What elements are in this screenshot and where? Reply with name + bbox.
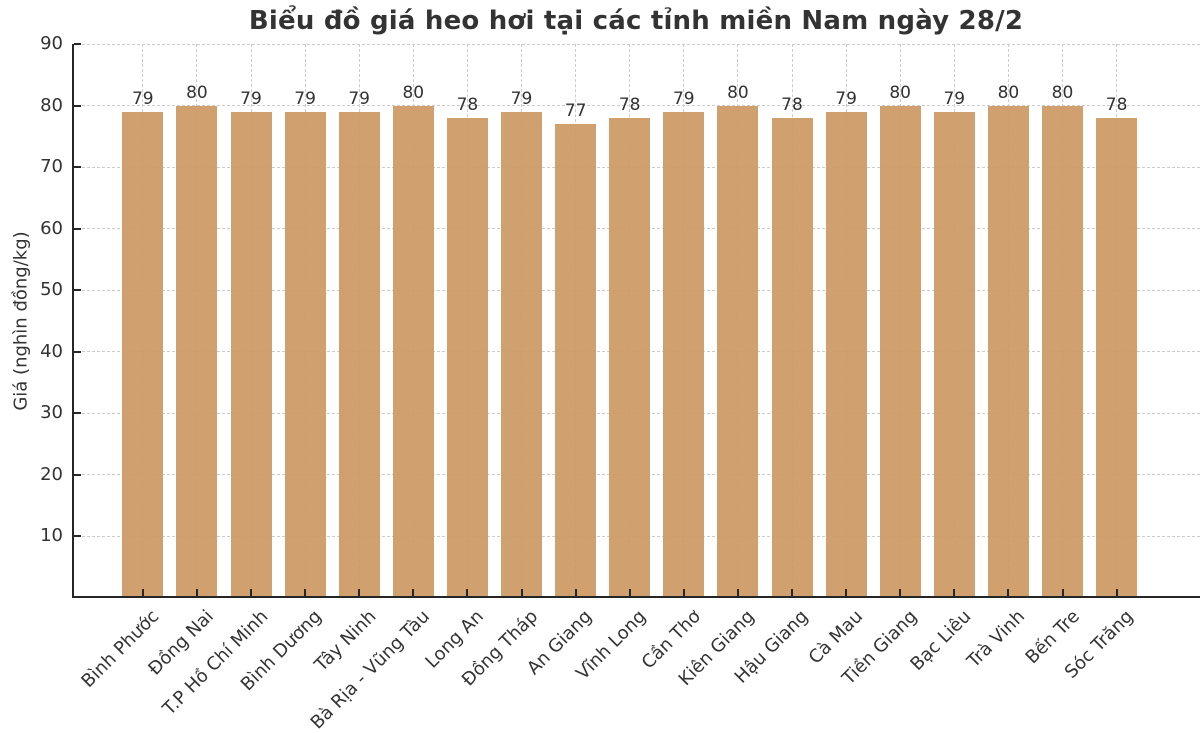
x-tick-label-text: Trà Vinh: [963, 606, 1030, 672]
bar: [609, 117, 651, 598]
y-tick-label: 40: [40, 340, 63, 362]
x-tick-mark: [195, 589, 198, 596]
bar-value-label: 78: [618, 94, 641, 115]
y-tick-mark: [74, 227, 81, 230]
bar: [1096, 117, 1138, 598]
bar: [555, 124, 597, 598]
bar: [501, 111, 542, 598]
bar-value-label: 79: [835, 88, 857, 109]
bar: [717, 105, 759, 598]
y-tick-mark: [74, 412, 81, 415]
bar-value-label: 78: [456, 94, 479, 115]
x-tick-mark: [1061, 589, 1064, 596]
bar: [825, 111, 867, 598]
bar-value-label: 79: [672, 88, 695, 109]
bar-value-label: 80: [727, 82, 749, 103]
y-tick-label: 90: [40, 33, 63, 54]
x-tick-mark: [791, 589, 793, 596]
y-tick-label: 80: [40, 94, 63, 116]
y-axis-spine: [72, 44, 74, 598]
y-axis-title: Giá (nghìn đồng/kg): [10, 231, 32, 411]
bar-value-label: 78: [781, 94, 803, 115]
plot-area: 79 80 79 79 79 80 78 79 77 78 79 80 78 79 80 79 80 80 78: [72, 43, 1200, 598]
bar-value-label: 79: [943, 88, 966, 109]
bar-value-label: 78: [1105, 94, 1128, 115]
x-tick-mark: [899, 589, 902, 596]
y-tick-label: 30: [40, 402, 63, 424]
y-tick-label: 60: [40, 217, 63, 239]
y-tick-mark: [74, 535, 81, 538]
x-tick-mark: [1007, 589, 1010, 596]
x-tick-mark: [845, 589, 848, 596]
h-gridline: [72, 105, 1200, 107]
x-tick-mark: [466, 589, 469, 596]
bar: [771, 117, 813, 598]
x-tick-mark: [141, 589, 144, 596]
x-tick-mark: [682, 589, 685, 596]
bar-value-label: 80: [402, 82, 425, 103]
bar: [1042, 105, 1083, 598]
bar: [987, 105, 1029, 598]
bar-value-label: 80: [889, 82, 911, 103]
y-tick-label: 70: [40, 156, 63, 178]
bar-value-label: 79: [240, 88, 262, 109]
bar: [392, 105, 434, 598]
bar-value-label: 80: [1051, 82, 1074, 103]
bar: [122, 111, 164, 598]
bar-value-label: 79: [510, 88, 533, 109]
x-tick-mark: [628, 589, 631, 596]
y-tick-mark: [74, 104, 81, 107]
x-tick-mark: [736, 589, 739, 596]
bar-value-label: 77: [564, 101, 587, 122]
x-tick-mark: [1115, 589, 1118, 596]
y-tick-mark: [74, 350, 81, 353]
bar: [284, 111, 326, 598]
x-axis-spine: [72, 596, 1200, 598]
x-tick-mark: [520, 589, 523, 596]
bar: [933, 111, 975, 598]
y-tick-mark: [74, 166, 81, 169]
y-tick-mark: [74, 289, 81, 292]
x-tick-mark: [358, 589, 361, 596]
y-tick-label: 20: [40, 463, 63, 485]
bar: [338, 111, 380, 598]
y-tick-label: 50: [40, 279, 63, 301]
bar: [230, 111, 272, 598]
bar: [176, 105, 218, 598]
x-tick-mark: [250, 589, 252, 596]
chart-title: Biểu đồ giá heo hơi tại các tỉnh miền Na…: [248, 6, 1024, 36]
bar-value-label: 79: [348, 88, 370, 109]
x-tick-mark: [574, 589, 577, 596]
bar-value-label: 79: [294, 88, 316, 109]
x-tick-mark: [412, 589, 415, 596]
y-tick-mark: [74, 43, 81, 45]
bar-value-label: 80: [186, 82, 208, 103]
bar: [879, 105, 921, 598]
x-tick-mark: [304, 589, 307, 596]
y-tick-label: 10: [40, 525, 63, 547]
x-tick-mark: [953, 589, 956, 596]
bar: [446, 117, 488, 598]
y-tick-mark: [74, 473, 81, 476]
x-tick-label-text: Bình Phước: [77, 606, 164, 692]
bar-value-label: 80: [997, 82, 1020, 103]
bar-value-label: 79: [131, 88, 154, 109]
bar: [663, 111, 705, 598]
h-gridline: [72, 43, 1200, 45]
